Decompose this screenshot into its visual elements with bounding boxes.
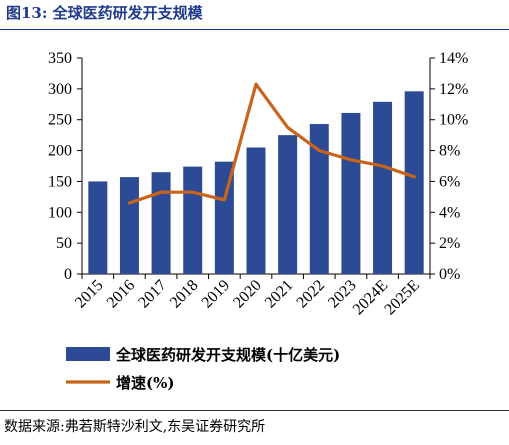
x-tick-label: 2016 bbox=[104, 277, 139, 312]
left-tick-label: 100 bbox=[48, 204, 72, 221]
bar bbox=[246, 147, 266, 274]
bar bbox=[88, 181, 108, 274]
x-tick-label: 2024E bbox=[350, 277, 392, 319]
legend-bar-label: 全球医药研发开支规模(十亿美元) bbox=[115, 346, 340, 364]
bar bbox=[214, 161, 234, 274]
left-tick-label: 200 bbox=[48, 143, 72, 160]
bar bbox=[151, 172, 171, 274]
right-tick-label: 8% bbox=[439, 143, 460, 160]
x-tick-label: 2017 bbox=[135, 277, 170, 312]
combo-chart: 0 50 100 150 200 250 300 350 0% 2% 4% 6% 8% 10% 12% 14%… bbox=[48, 50, 468, 392]
figure-title: 图13: 全球医药研发开支规模 bbox=[6, 2, 203, 23]
left-tick-label: 150 bbox=[48, 173, 72, 190]
legend-line-label: 增速(%) bbox=[116, 374, 174, 392]
bar bbox=[309, 124, 329, 274]
legend-bar-swatch bbox=[66, 347, 110, 361]
left-tick-label: 350 bbox=[48, 50, 72, 67]
source-note: 数据来源:弗若斯特沙利文,东吴证券研究所 bbox=[4, 419, 266, 435]
bar bbox=[341, 112, 361, 274]
left-tick-label: 250 bbox=[48, 112, 72, 129]
right-tick-label: 2% bbox=[439, 235, 460, 252]
x-tick-label: 2022 bbox=[293, 277, 328, 312]
right-tick-label: 10% bbox=[439, 112, 468, 129]
left-tick-label: 300 bbox=[48, 81, 72, 98]
figure-label: 图13: bbox=[6, 4, 48, 22]
x-tick-label: 2015 bbox=[72, 277, 107, 312]
x-tick-label: 2025E bbox=[381, 277, 423, 319]
bar bbox=[373, 101, 393, 275]
bar bbox=[119, 177, 139, 274]
right-tick-label: 6% bbox=[439, 173, 460, 190]
bar bbox=[183, 166, 203, 274]
left-tick-label: 0 bbox=[64, 266, 72, 283]
title-rule bbox=[0, 29, 509, 30]
figure-title-text: 全球医药研发开支规模 bbox=[52, 4, 203, 22]
right-tick-label: 0% bbox=[439, 266, 460, 283]
source-rule bbox=[0, 410, 509, 411]
left-tick-label: 50 bbox=[56, 235, 72, 252]
bar bbox=[278, 135, 298, 274]
right-tick-label: 14% bbox=[439, 50, 468, 67]
x-tick-label: 2020 bbox=[230, 277, 265, 312]
bar bbox=[404, 91, 424, 274]
right-tick-label: 12% bbox=[439, 81, 468, 98]
growth-line bbox=[127, 82, 416, 205]
x-tick-label: 2021 bbox=[262, 277, 297, 312]
x-tick-label: 2018 bbox=[167, 277, 202, 312]
x-tick-label: 2019 bbox=[199, 277, 234, 312]
right-tick-label: 4% bbox=[439, 204, 460, 221]
